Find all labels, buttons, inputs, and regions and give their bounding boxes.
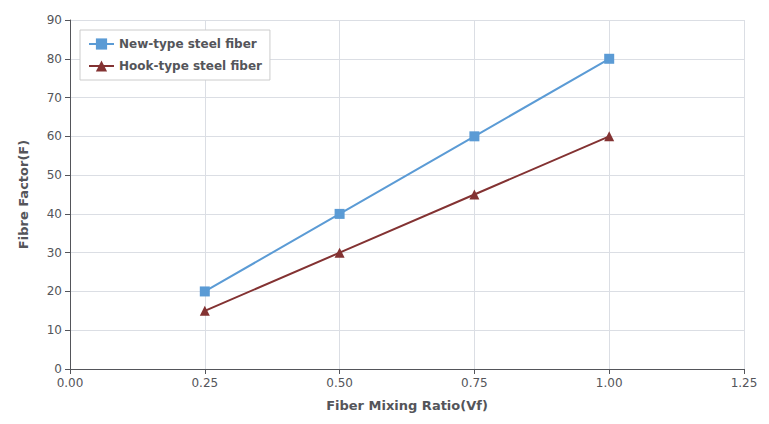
svg-text:20: 20	[47, 284, 62, 298]
svg-text:50: 50	[47, 168, 62, 182]
svg-text:40: 40	[47, 207, 62, 221]
svg-text:Fiber Mixing Ratio(Vf): Fiber Mixing Ratio(Vf)	[326, 398, 488, 413]
svg-text:0.25: 0.25	[191, 376, 218, 390]
svg-text:0.75: 0.75	[461, 376, 488, 390]
svg-text:1.00: 1.00	[596, 376, 623, 390]
svg-text:90: 90	[47, 13, 62, 27]
svg-text:Fibre Factor(F): Fibre Factor(F)	[16, 140, 31, 249]
svg-text:60: 60	[47, 129, 62, 143]
svg-text:0.50: 0.50	[326, 376, 353, 390]
svg-text:1.25: 1.25	[731, 376, 758, 390]
svg-text:80: 80	[47, 52, 62, 66]
svg-text:30: 30	[47, 246, 62, 260]
svg-text:Hook-type steel fiber: Hook-type steel fiber	[119, 59, 262, 73]
svg-text:New-type steel fiber: New-type steel fiber	[119, 37, 257, 51]
svg-text:10: 10	[47, 323, 62, 337]
svg-text:70: 70	[47, 91, 62, 105]
svg-text:0.00: 0.00	[57, 376, 84, 390]
svg-text:0: 0	[54, 362, 62, 376]
